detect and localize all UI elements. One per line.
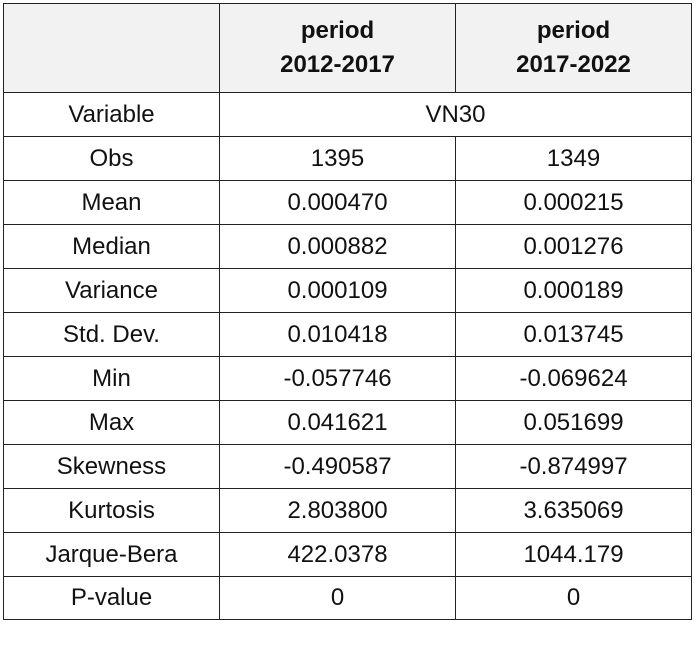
row-label: P-value bbox=[3, 576, 220, 620]
header-corner-cell bbox=[3, 3, 220, 93]
header-period-1-line1: period bbox=[300, 17, 375, 44]
row-value-period-1: 0.000882 bbox=[219, 224, 456, 269]
row-value-period-1: 0.000109 bbox=[219, 268, 456, 313]
row-value-period-1: -0.057746 bbox=[219, 356, 456, 401]
row-label: Variance bbox=[3, 268, 220, 313]
row-value-period-1: 0.010418 bbox=[219, 312, 456, 357]
header-period-1: period 2012-2017 bbox=[219, 3, 456, 93]
row-value-period-1: 0.000470 bbox=[219, 180, 456, 225]
table-row: Jarque-Bera 422.0378 1044.179 bbox=[3, 532, 692, 577]
row-value-period-2: 0.001276 bbox=[455, 224, 692, 269]
row-value-period-1: 0 bbox=[219, 576, 456, 620]
header-period-1-line2: 2012-2017 bbox=[280, 51, 395, 78]
row-value-period-2: 0.013745 bbox=[455, 312, 692, 357]
row-value-period-2: 3.635069 bbox=[455, 488, 692, 533]
table-row: Max 0.041621 0.051699 bbox=[3, 400, 692, 445]
row-value-period-1: -0.490587 bbox=[219, 444, 456, 489]
row-label: Kurtosis bbox=[3, 488, 220, 533]
header-period-2: period 2017-2022 bbox=[455, 3, 692, 93]
row-label: Mean bbox=[3, 180, 220, 225]
row-label: Std. Dev. bbox=[3, 312, 220, 357]
table-row: Std. Dev. 0.010418 0.013745 bbox=[3, 312, 692, 357]
row-value-period-2: 0.051699 bbox=[455, 400, 692, 445]
header-period-2-line2: 2017-2022 bbox=[516, 51, 631, 78]
variable-value: VN30 bbox=[219, 92, 692, 137]
row-label: Max bbox=[3, 400, 220, 445]
table-row: Kurtosis 2.803800 3.635069 bbox=[3, 488, 692, 533]
row-label: Median bbox=[3, 224, 220, 269]
table-header-row: period 2012-2017 period 2017-2022 bbox=[3, 3, 692, 93]
row-value-period-1: 2.803800 bbox=[219, 488, 456, 533]
variable-label: Variable bbox=[3, 92, 220, 137]
row-value-period-2: 1044.179 bbox=[455, 532, 692, 577]
table-row: Obs 1395 1349 bbox=[3, 136, 692, 181]
table-row: Skewness -0.490587 -0.874997 bbox=[3, 444, 692, 489]
row-label: Min bbox=[3, 356, 220, 401]
row-value-period-1: 1395 bbox=[219, 136, 456, 181]
header-period-2-line1: period bbox=[536, 17, 611, 44]
row-value-period-2: -0.069624 bbox=[455, 356, 692, 401]
row-label: Skewness bbox=[3, 444, 220, 489]
variable-row: Variable VN30 bbox=[3, 92, 692, 137]
table-row: Mean 0.000470 0.000215 bbox=[3, 180, 692, 225]
row-value-period-1: 422.0378 bbox=[219, 532, 456, 577]
row-label: Obs bbox=[3, 136, 220, 181]
table-row: P-value 0 0 bbox=[3, 576, 692, 620]
row-label: Jarque-Bera bbox=[3, 532, 220, 577]
table-row: Min -0.057746 -0.069624 bbox=[3, 356, 692, 401]
descriptive-statistics-table: period 2012-2017 period 2017-2022 Variab… bbox=[3, 3, 692, 620]
table-row: Variance 0.000109 0.000189 bbox=[3, 268, 692, 313]
table-row: Median 0.000882 0.001276 bbox=[3, 224, 692, 269]
row-value-period-1: 0.041621 bbox=[219, 400, 456, 445]
row-value-period-2: 0.000215 bbox=[455, 180, 692, 225]
row-value-period-2: -0.874997 bbox=[455, 444, 692, 489]
row-value-period-2: 0 bbox=[455, 576, 692, 620]
row-value-period-2: 0.000189 bbox=[455, 268, 692, 313]
row-value-period-2: 1349 bbox=[455, 136, 692, 181]
